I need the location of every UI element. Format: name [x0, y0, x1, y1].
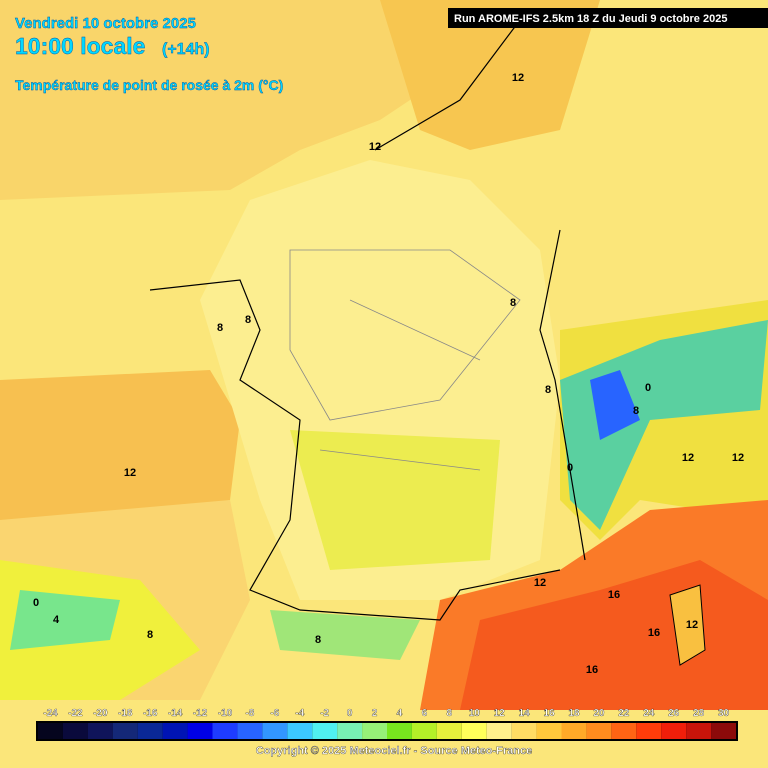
contour-label: 4	[53, 614, 60, 626]
pyrenees-cold	[10, 590, 120, 650]
colorbar-swatch	[486, 723, 512, 739]
colorbar-swatch	[461, 723, 487, 739]
contour-label: 8	[217, 322, 223, 334]
contour-label: 8	[510, 297, 516, 309]
colorbar-swatch	[636, 723, 662, 739]
lead: (+14h)	[162, 41, 210, 58]
colorbar-swatch	[287, 723, 313, 739]
contour-label: 12	[732, 452, 744, 464]
contour-label: 12	[124, 467, 136, 479]
copyright: Copyright © 2025 Meteociel.fr - Source M…	[256, 745, 532, 757]
colorbar-tick: -22	[68, 708, 83, 719]
colorbar-tick: 30	[718, 708, 730, 719]
colorbar-tick: -2	[320, 708, 329, 719]
colorbar-swatch	[38, 723, 63, 739]
colorbar-tick: 26	[668, 708, 680, 719]
bay-of-biscay	[0, 370, 240, 540]
contour-label: 0	[645, 382, 651, 394]
colorbar-tick: 16	[543, 708, 555, 719]
colorbar-swatch	[586, 723, 612, 739]
contour-label: 8	[315, 634, 321, 646]
colorbar-swatch	[262, 723, 288, 739]
colorbar-tick: -24	[43, 708, 58, 719]
colorbar-tick: -6	[270, 708, 279, 719]
colorbar-swatch	[387, 723, 412, 739]
colorbar-tick: 2	[372, 708, 378, 719]
contour-label: 16	[608, 589, 620, 601]
colorbar-swatch	[237, 723, 263, 739]
run-box	[448, 8, 768, 28]
regions	[289, 249, 521, 471]
colorbar-tick: 10	[469, 708, 481, 719]
colorbar-swatch	[337, 723, 363, 739]
date: Vendredi 10 octobre 2025	[15, 15, 196, 32]
colorbar-swatch	[561, 723, 587, 739]
colorbar-swatch	[536, 723, 562, 739]
contour-label: 0	[33, 597, 39, 609]
contour-label: 8	[545, 384, 551, 396]
coastline	[149, 19, 586, 621]
north-sea	[380, 0, 600, 150]
alps-peaks	[590, 370, 640, 440]
colorbar-tick: 18	[568, 708, 580, 719]
contour-label: 12	[369, 141, 381, 153]
colorbar-swatch	[187, 723, 213, 739]
colorbar-tick: -16	[143, 708, 158, 719]
north-region	[0, 0, 450, 200]
colorbar-tick: 20	[593, 708, 605, 719]
colorbar-tick: -18	[118, 708, 133, 719]
contour-label: 12	[686, 619, 698, 631]
colorbar-swatch	[511, 723, 537, 739]
colorbar-swatch	[212, 723, 238, 739]
colorbar-tick: 4	[397, 708, 403, 719]
colorbar-tick: 12	[494, 708, 506, 719]
colorbar-tick: 28	[693, 708, 705, 719]
colorbar-swatch	[362, 723, 387, 739]
contour-label: 16	[586, 664, 598, 676]
contour-label: 8	[245, 314, 251, 326]
colorbar-tick: 22	[618, 708, 630, 719]
contour-label: 12	[534, 577, 546, 589]
colorbar-tick: 24	[643, 708, 655, 719]
colorbar-tick: 14	[519, 708, 531, 719]
colorbar-tick: 6	[422, 708, 428, 719]
colorbar-tick: -10	[218, 708, 233, 719]
contour-label: 12	[682, 452, 694, 464]
corsica	[669, 584, 706, 666]
time: 10:00 locale	[15, 33, 145, 59]
colorbar-swatch	[62, 723, 88, 739]
contour-label: 8	[633, 405, 639, 417]
colorbar-tick: -20	[93, 708, 108, 719]
colorbar-tick: 8	[447, 708, 453, 719]
colorbar-swatch	[312, 723, 338, 739]
colorbar-swatch	[686, 723, 712, 739]
colorbar-tick: -8	[245, 708, 254, 719]
colorbar-tick: 0	[347, 708, 353, 719]
colorbar-swatch	[137, 723, 163, 739]
massif-central	[290, 430, 500, 570]
variable: Température de point de rosée à 2m (°C)	[15, 77, 283, 93]
contour-label: 8	[147, 629, 153, 641]
colorbar-swatch	[436, 723, 462, 739]
colorbar-swatch	[162, 723, 188, 739]
colorbar-swatch	[87, 723, 113, 739]
pyrenees-east	[270, 610, 420, 660]
contour-label: 16	[648, 627, 660, 639]
colorbar-swatch	[112, 723, 138, 739]
colorbar-swatch	[661, 723, 687, 739]
contour-label: 0	[567, 462, 573, 474]
colorbar-tick: -4	[295, 708, 304, 719]
colorbar-swatch	[411, 723, 437, 739]
colorbar-tick: -14	[168, 708, 183, 719]
colorbar-swatch	[611, 723, 637, 739]
colorbar-tick: -12	[193, 708, 208, 719]
alps-cold	[560, 320, 768, 530]
run-info: Run AROME-IFS 2.5km 18 Z du Jeudi 9 octo…	[454, 13, 727, 25]
colorbar-swatch	[711, 723, 736, 739]
contour-label: 12	[512, 72, 524, 84]
